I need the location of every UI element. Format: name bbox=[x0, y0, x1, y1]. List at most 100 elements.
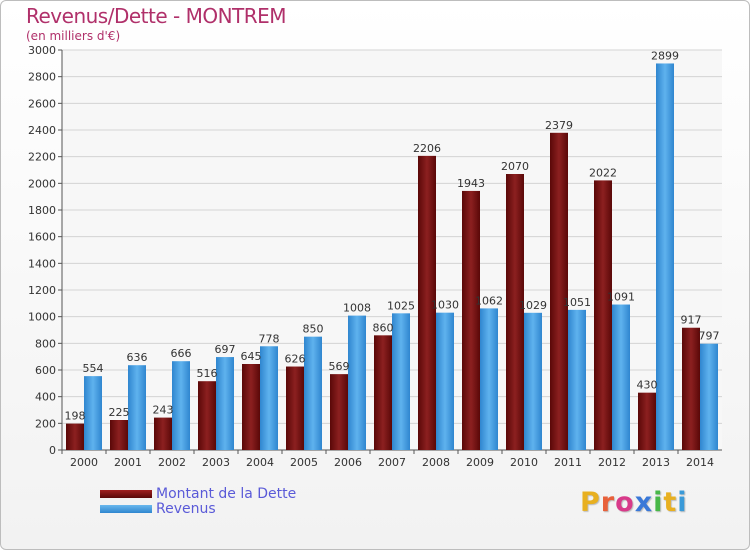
x-tick-label: 2013 bbox=[642, 456, 670, 469]
bar-dette bbox=[330, 374, 348, 450]
logo-letter: P bbox=[580, 487, 601, 518]
data-label-dette: 198 bbox=[65, 410, 86, 423]
bar-revenus bbox=[656, 63, 674, 450]
y-tick-label: 3000 bbox=[28, 44, 56, 57]
y-tick-label: 200 bbox=[35, 417, 56, 430]
data-label-revenus: 1025 bbox=[387, 299, 415, 312]
y-tick-label: 1000 bbox=[28, 311, 56, 324]
data-label-dette: 2206 bbox=[413, 142, 441, 155]
chart-title: Revenus/Dette - MONTREM bbox=[26, 4, 287, 28]
data-label-revenus: 778 bbox=[259, 332, 280, 345]
bar-dette bbox=[418, 155, 436, 450]
data-label-revenus: 797 bbox=[699, 330, 720, 343]
data-label-dette: 2022 bbox=[589, 166, 617, 179]
y-tick-label: 2000 bbox=[28, 177, 56, 190]
data-label-dette: 2379 bbox=[545, 119, 573, 132]
bar-revenus bbox=[348, 315, 366, 450]
bar-revenus bbox=[524, 312, 542, 450]
bar-dette bbox=[550, 132, 568, 451]
x-tick-label: 2005 bbox=[290, 456, 318, 469]
bar-dette bbox=[594, 180, 612, 450]
data-label-revenus: 1029 bbox=[519, 299, 547, 312]
logo-letter: t bbox=[663, 487, 678, 518]
bar-dette bbox=[462, 190, 480, 450]
data-label-dette: 225 bbox=[109, 406, 130, 419]
data-label-revenus: 554 bbox=[83, 362, 104, 375]
bar-revenus bbox=[304, 336, 322, 450]
y-tick-label: 1200 bbox=[28, 284, 56, 297]
logo-letter: r bbox=[600, 487, 616, 518]
labels-layer: 0 200 400 600 800 1000 1200 1400 1600 1800 2000 220… bbox=[28, 44, 720, 469]
data-label-revenus: 1051 bbox=[563, 296, 591, 309]
bar-dette bbox=[66, 423, 84, 450]
x-tick-label: 2011 bbox=[554, 456, 582, 469]
data-label-dette: 569 bbox=[329, 360, 350, 373]
y-tick-label: 1400 bbox=[28, 257, 56, 270]
bar-dette bbox=[506, 174, 524, 450]
legend-label-revenus: Revenus bbox=[156, 501, 216, 517]
data-label-dette: 917 bbox=[681, 314, 702, 327]
bar-revenus bbox=[480, 308, 498, 450]
chart-subtitle: (en milliers d'€) bbox=[26, 29, 121, 43]
data-label-revenus: 1008 bbox=[343, 302, 371, 315]
data-label-revenus: 850 bbox=[303, 323, 324, 336]
data-label-dette: 430 bbox=[637, 379, 658, 392]
proxiti-logo: Proxiti bbox=[580, 487, 688, 518]
y-tick-label: 800 bbox=[35, 337, 56, 350]
x-tick-label: 2000 bbox=[70, 456, 98, 469]
y-tick-label: 0 bbox=[49, 444, 56, 457]
bar-revenus bbox=[612, 304, 630, 450]
bar-revenus bbox=[260, 346, 278, 450]
bar-revenus bbox=[216, 357, 234, 450]
logo-letter: i bbox=[677, 487, 688, 518]
bar-revenus bbox=[700, 343, 718, 450]
x-tick-label: 2008 bbox=[422, 456, 450, 469]
x-tick-label: 2009 bbox=[466, 456, 494, 469]
bar-dette bbox=[198, 381, 216, 450]
data-label-dette: 2070 bbox=[501, 160, 529, 173]
data-label-dette: 626 bbox=[285, 353, 306, 366]
x-tick-label: 2002 bbox=[158, 456, 186, 469]
bar-dette bbox=[374, 335, 392, 450]
logo-letter: x bbox=[634, 487, 654, 518]
bars-layer bbox=[66, 63, 718, 451]
legend-swatch-dette bbox=[100, 490, 152, 498]
data-label-revenus: 697 bbox=[215, 343, 236, 356]
x-tick-label: 2007 bbox=[378, 456, 406, 469]
bar-revenus bbox=[436, 312, 454, 450]
bar-revenus bbox=[172, 361, 190, 450]
x-tick-label: 2014 bbox=[686, 456, 714, 469]
y-tick-label: 1800 bbox=[28, 204, 56, 217]
x-tick-label: 2006 bbox=[334, 456, 362, 469]
y-tick-label: 1600 bbox=[28, 231, 56, 244]
bar-dette bbox=[110, 420, 128, 450]
legend-label-dette: Montant de la Dette bbox=[156, 486, 297, 502]
data-label-dette: 645 bbox=[241, 350, 262, 363]
bar-dette bbox=[638, 392, 656, 450]
bar-revenus bbox=[392, 313, 410, 450]
bar-revenus bbox=[84, 376, 102, 450]
bar-dette bbox=[682, 327, 700, 450]
data-label-dette: 860 bbox=[373, 321, 394, 334]
bar-revenus bbox=[568, 309, 586, 450]
data-label-revenus: 1062 bbox=[475, 294, 503, 307]
y-tick-label: 2800 bbox=[28, 71, 56, 84]
x-tick-label: 2001 bbox=[114, 456, 142, 469]
bar-dette bbox=[154, 417, 172, 450]
y-tick-label: 600 bbox=[35, 364, 56, 377]
x-tick-label: 2010 bbox=[510, 456, 538, 469]
y-tick-label: 2400 bbox=[28, 124, 56, 137]
x-tick-label: 2004 bbox=[246, 456, 274, 469]
legend-swatch-revenus bbox=[100, 505, 152, 513]
data-label-revenus: 636 bbox=[127, 351, 148, 364]
data-label-dette: 243 bbox=[153, 404, 174, 417]
logo-letter: o bbox=[615, 487, 635, 518]
y-tick-label: 2200 bbox=[28, 151, 56, 164]
data-label-dette: 516 bbox=[197, 367, 218, 380]
bar-dette bbox=[286, 366, 304, 450]
bar-revenus bbox=[128, 365, 146, 450]
data-label-dette: 1943 bbox=[457, 177, 485, 190]
data-label-revenus: 666 bbox=[171, 347, 192, 360]
y-tick-label: 2600 bbox=[28, 97, 56, 110]
